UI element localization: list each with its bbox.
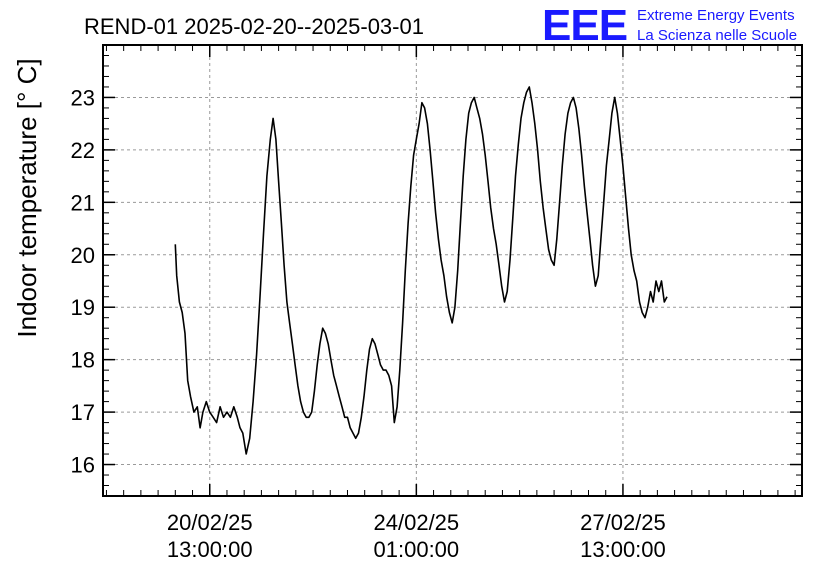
plot-frame bbox=[102, 44, 803, 497]
y-tick-labels: 16 17 18 19 20 21 22 23 bbox=[71, 85, 95, 477]
y-tick-label: 16 bbox=[71, 453, 95, 478]
y-tick-label: 22 bbox=[71, 138, 95, 163]
gridlines bbox=[103, 45, 802, 496]
y-tick-label: 18 bbox=[71, 348, 95, 373]
x-tick-label-time: 01:00:00 bbox=[374, 537, 460, 562]
logo-line2: La Scienza nelle Scuole bbox=[637, 27, 797, 44]
x-tick-labels: 20/02/2513:00:0024/02/2501:00:0027/02/25… bbox=[167, 510, 666, 562]
temperature-series-line bbox=[174, 86, 668, 455]
x-tick-label-date: 24/02/25 bbox=[374, 510, 460, 535]
axis-ticks bbox=[103, 45, 802, 497]
logo-mark: EEE bbox=[542, 1, 627, 50]
y-axis-label: Indoor temperature [° C] bbox=[12, 58, 42, 337]
x-tick-label-date: 27/02/25 bbox=[580, 510, 666, 535]
y-tick-label: 21 bbox=[71, 190, 95, 215]
y-tick-label: 17 bbox=[71, 400, 95, 425]
y-tick-label: 20 bbox=[71, 243, 95, 268]
eee-logo: EEE Extreme Energy Events La Scienza nel… bbox=[542, 1, 797, 50]
x-tick-label-date: 20/02/25 bbox=[167, 510, 253, 535]
logo-line1: Extreme Energy Events bbox=[637, 7, 795, 24]
y-tick-label: 23 bbox=[71, 85, 95, 110]
x-tick-label-time: 13:00:00 bbox=[580, 537, 666, 562]
x-tick-label-time: 13:00:00 bbox=[167, 537, 253, 562]
y-tick-label: 19 bbox=[71, 295, 95, 320]
chart-title: REND-01 2025-02-20--2025-03-01 bbox=[84, 14, 424, 39]
